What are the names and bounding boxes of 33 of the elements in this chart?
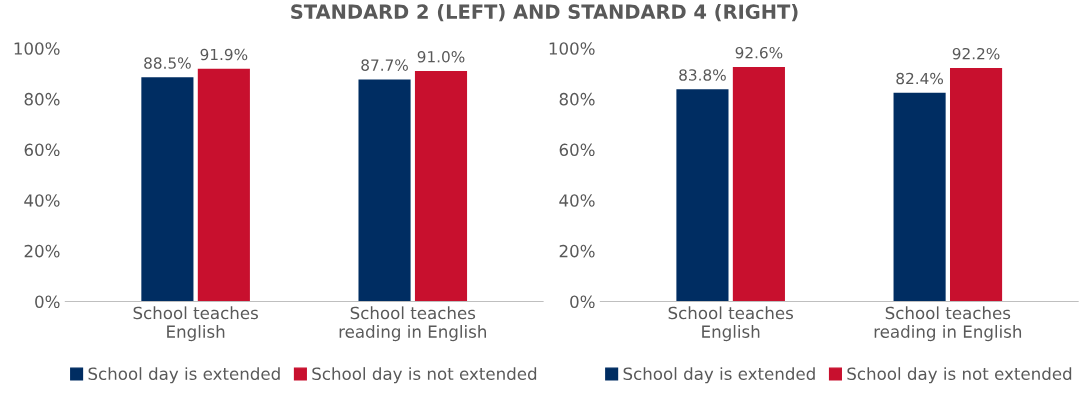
y-tick-label: 40%	[559, 194, 595, 207]
bar	[141, 77, 194, 302]
legend-label: School day is not extended	[847, 367, 1072, 384]
bar	[414, 71, 468, 302]
data-label: 82.4%	[896, 72, 944, 85]
y-tick-label: 60%	[24, 143, 60, 157]
data-label: 83.8%	[679, 69, 726, 81]
y-tick-label: 40%	[24, 194, 60, 207]
data-label: 91.0%	[417, 50, 465, 63]
y-tick-label: 80%	[559, 92, 595, 106]
x-tick-label: School teaches English	[133, 306, 258, 342]
y-tick-label: 100%	[14, 42, 60, 55]
data-label: 92.2%	[952, 47, 1000, 60]
legend-label: School day is extended	[623, 367, 815, 384]
legend-label: School day is not extended	[312, 367, 537, 384]
y-tick-label: 20%	[24, 244, 60, 258]
bar	[358, 79, 411, 302]
legend-label: School day is extended	[88, 367, 280, 384]
bar	[197, 68, 250, 302]
chart-title: STANDARD 2 (LEFT) AND STANDARD 4 (RIGHT)	[291, 4, 798, 22]
y-tick-label: 0%	[35, 295, 60, 309]
y-tick-label: 20%	[559, 244, 595, 258]
x-tick-label: School teaches reading in English	[874, 306, 1022, 342]
data-label: 87.7%	[361, 59, 408, 71]
data-label: 91.9%	[200, 48, 248, 61]
y-tick-label: 0%	[570, 295, 595, 309]
data-label: 88.5%	[144, 57, 191, 69]
y-tick-label: 80%	[24, 92, 60, 106]
x-tick-label: School teaches reading in English	[339, 306, 486, 342]
y-tick-label: 100%	[549, 42, 595, 55]
x-tick-label: School teaches English	[668, 306, 794, 342]
y-tick-label: 60%	[559, 143, 595, 157]
data-label: 92.6%	[735, 46, 783, 59]
